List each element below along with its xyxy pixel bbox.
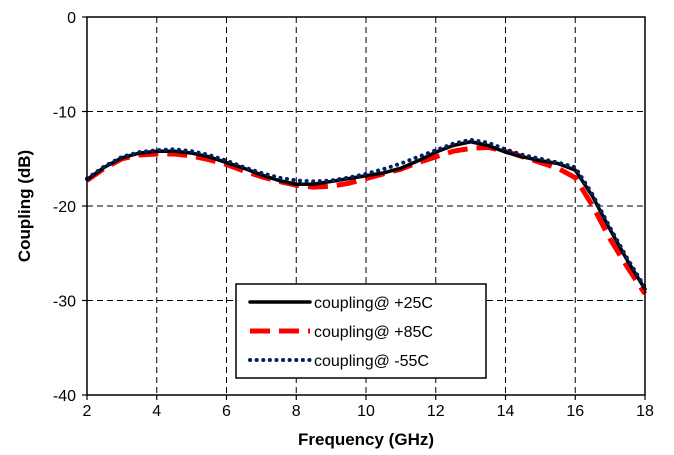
- x-tick-label: 12: [427, 403, 445, 420]
- y-tick-label: -30: [53, 294, 76, 311]
- x-tick-label: 10: [357, 403, 375, 420]
- x-tick-label: 14: [497, 403, 515, 420]
- y-tick-label: -10: [53, 105, 76, 122]
- x-tick-label: 16: [566, 403, 584, 420]
- legend-label-1: coupling@ +85C: [314, 324, 433, 341]
- y-tick-label: 0: [67, 10, 76, 27]
- x-tick-label: 8: [292, 403, 301, 420]
- x-tick-label: 4: [152, 403, 161, 420]
- x-tick-label: 18: [636, 403, 654, 420]
- legend-label-0: coupling@ +25C: [314, 295, 433, 312]
- series-line-1: [85, 144, 648, 296]
- series-line-2: [85, 137, 647, 290]
- y-axis-title: Coupling (dB): [15, 150, 34, 262]
- x-tick-label: 6: [222, 403, 231, 420]
- legend: coupling@ +25C coupling@ +85C coupling@ -5…: [235, 283, 487, 379]
- axis-ticks: 2 4 6 8 10 12 14 16 18 0 -10 -20 -30 -40: [53, 10, 654, 420]
- y-tick-label: -20: [53, 199, 76, 216]
- series-lines: [85, 137, 648, 296]
- legend-label-2: coupling@ -55C: [314, 353, 429, 370]
- x-tick-label: 2: [83, 403, 92, 420]
- x-axis-title: Frequency (GHz): [298, 430, 434, 449]
- legend-box: [235, 283, 487, 379]
- y-tick-label: -40: [53, 388, 76, 405]
